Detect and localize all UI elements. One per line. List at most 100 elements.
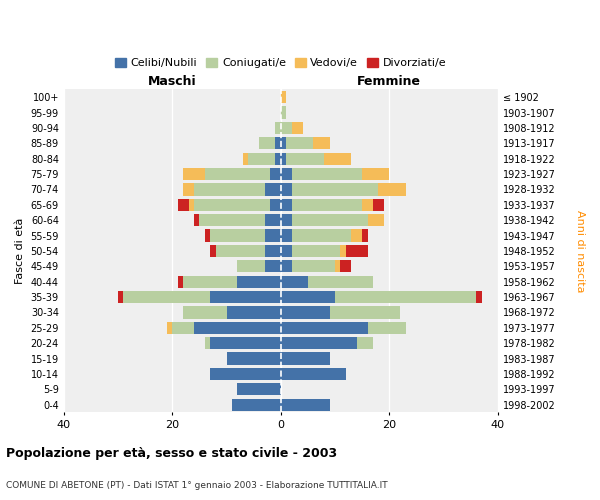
Text: Maschi: Maschi	[148, 75, 197, 88]
Bar	[243, 152, 248, 165]
Bar	[362, 230, 368, 241]
Bar	[281, 337, 357, 349]
Bar	[248, 152, 275, 165]
Bar	[281, 152, 286, 165]
Bar	[259, 137, 275, 149]
Bar	[281, 306, 329, 318]
Bar	[210, 230, 265, 241]
Bar	[227, 352, 281, 364]
Bar	[270, 168, 281, 180]
Bar	[352, 230, 362, 241]
Bar	[227, 306, 281, 318]
Bar	[292, 260, 335, 272]
Bar	[292, 198, 362, 211]
Bar	[238, 383, 281, 396]
Bar	[281, 291, 335, 303]
Bar	[281, 122, 292, 134]
Bar	[346, 245, 368, 257]
Bar	[281, 168, 292, 180]
Bar	[275, 152, 281, 165]
Bar	[183, 184, 194, 196]
Bar	[270, 198, 281, 211]
Bar	[178, 276, 183, 288]
Bar	[362, 168, 389, 180]
Bar	[238, 260, 265, 272]
Bar	[183, 168, 205, 180]
Bar	[205, 337, 210, 349]
Bar	[476, 291, 482, 303]
Bar	[199, 214, 265, 226]
Bar	[216, 245, 265, 257]
Text: Popolazione per età, sesso e stato civile - 2003: Popolazione per età, sesso e stato civil…	[6, 448, 337, 460]
Bar	[368, 322, 406, 334]
Bar	[335, 291, 476, 303]
Bar	[232, 398, 281, 411]
Bar	[292, 184, 379, 196]
Bar	[357, 337, 373, 349]
Bar	[281, 368, 346, 380]
Bar	[281, 214, 292, 226]
Y-axis label: Fasce di età: Fasce di età	[15, 218, 25, 284]
Bar	[281, 137, 286, 149]
Bar	[205, 168, 270, 180]
Bar	[335, 260, 340, 272]
Bar	[210, 368, 281, 380]
Bar	[292, 245, 340, 257]
Bar	[265, 214, 281, 226]
Bar	[210, 337, 281, 349]
Bar	[275, 122, 281, 134]
Bar	[281, 276, 308, 288]
Bar	[281, 198, 292, 211]
Bar	[188, 198, 194, 211]
Bar	[292, 122, 302, 134]
Bar	[265, 230, 281, 241]
Bar	[313, 137, 329, 149]
Bar	[292, 230, 352, 241]
Bar	[281, 398, 329, 411]
Bar	[286, 152, 324, 165]
Bar	[205, 230, 210, 241]
Bar	[194, 198, 270, 211]
Bar	[340, 260, 352, 272]
Bar	[379, 184, 406, 196]
Bar	[178, 198, 188, 211]
Bar	[308, 276, 373, 288]
Bar	[281, 106, 286, 118]
Bar	[281, 322, 368, 334]
Bar	[194, 322, 281, 334]
Bar	[324, 152, 352, 165]
Text: COMUNE DI ABETONE (PT) - Dati ISTAT 1° gennaio 2003 - Elaborazione TUTTITALIA.IT: COMUNE DI ABETONE (PT) - Dati ISTAT 1° g…	[6, 480, 388, 490]
Bar	[281, 352, 329, 364]
Text: Femmine: Femmine	[358, 75, 421, 88]
Bar	[286, 137, 313, 149]
Bar	[238, 276, 281, 288]
Legend: Celibi/Nubili, Coniugati/e, Vedovi/e, Divorziati/e: Celibi/Nubili, Coniugati/e, Vedovi/e, Di…	[111, 53, 451, 72]
Bar	[275, 137, 281, 149]
Bar	[194, 184, 265, 196]
Bar	[210, 245, 216, 257]
Bar	[329, 306, 400, 318]
Bar	[172, 322, 194, 334]
Bar	[281, 245, 292, 257]
Bar	[124, 291, 210, 303]
Bar	[292, 168, 362, 180]
Bar	[373, 198, 384, 211]
Bar	[118, 291, 124, 303]
Bar	[281, 184, 292, 196]
Bar	[265, 184, 281, 196]
Bar	[183, 276, 238, 288]
Bar	[362, 198, 373, 211]
Y-axis label: Anni di nascita: Anni di nascita	[575, 210, 585, 292]
Bar	[281, 91, 286, 104]
Bar	[368, 214, 384, 226]
Bar	[210, 291, 281, 303]
Bar	[292, 214, 368, 226]
Bar	[281, 230, 292, 241]
Bar	[340, 245, 346, 257]
Bar	[194, 214, 199, 226]
Bar	[281, 260, 292, 272]
Bar	[265, 260, 281, 272]
Bar	[265, 245, 281, 257]
Bar	[167, 322, 172, 334]
Bar	[183, 306, 227, 318]
